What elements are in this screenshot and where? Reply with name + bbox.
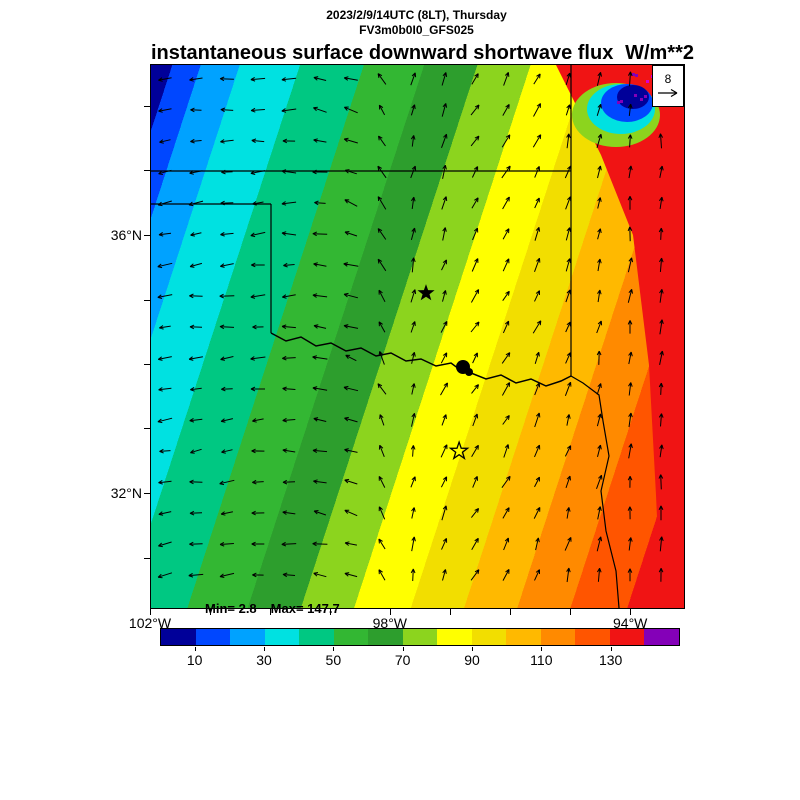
colorbar-segment bbox=[540, 629, 576, 645]
colorbar-tick-label: 10 bbox=[186, 652, 203, 668]
minmax-stats: Min= 2.8 Max= 147.7 bbox=[205, 601, 354, 616]
lake-texoma-lobe bbox=[465, 368, 473, 376]
lon-tick bbox=[210, 609, 212, 615]
valid-time-line: 2023/2/9/14UTC (8LT), Thursday bbox=[326, 8, 507, 22]
lat-tick bbox=[144, 557, 150, 559]
colorbar-segment bbox=[402, 629, 438, 645]
lon-tick bbox=[450, 609, 452, 615]
colorbar-tick-label: 130 bbox=[598, 652, 623, 668]
max-stat: Max= 147.7 bbox=[270, 601, 340, 616]
lon-tick bbox=[330, 609, 332, 615]
colorbar-segment bbox=[471, 629, 507, 645]
lat-tick bbox=[144, 428, 150, 430]
colorbar-tick bbox=[610, 647, 612, 651]
purple-speckle bbox=[644, 95, 647, 98]
field-overlay bbox=[556, 65, 684, 608]
geography-layer bbox=[151, 65, 620, 608]
colorbar-tick bbox=[402, 647, 404, 651]
colorbar-tick-label: 50 bbox=[325, 652, 342, 668]
reference-vector-box: 8 bbox=[652, 65, 684, 107]
lon-tick bbox=[269, 609, 271, 615]
wind-vector-layer bbox=[157, 71, 664, 583]
map-plot: 8 bbox=[150, 64, 685, 609]
lon-tick bbox=[389, 609, 391, 615]
lon-tick bbox=[630, 609, 632, 615]
plot-title: instantaneous surface downward shortwave… bbox=[151, 42, 614, 64]
colorbar-segment bbox=[437, 629, 472, 645]
lat-tick bbox=[144, 170, 150, 172]
cloud-patch-navy bbox=[617, 85, 649, 109]
colorbar-segment bbox=[264, 629, 300, 645]
colorbar-segment bbox=[333, 629, 369, 645]
state-border-texas-east bbox=[570, 375, 620, 608]
colorbar bbox=[160, 628, 680, 646]
colorbar-segment bbox=[368, 629, 403, 645]
min-stat: Min= 2.8 bbox=[205, 601, 257, 616]
reference-vector-arrow-icon bbox=[658, 88, 678, 98]
red-flux-wedge bbox=[556, 65, 684, 608]
lon-axis-label: 102°W bbox=[128, 615, 172, 631]
lon-tick bbox=[509, 609, 511, 615]
colorbar-tick-label: 110 bbox=[530, 652, 553, 668]
colorbar-segment bbox=[195, 629, 231, 645]
purple-speckle bbox=[620, 100, 623, 103]
station-star-open bbox=[448, 440, 470, 461]
purple-speckle bbox=[632, 73, 635, 76]
field-fill bbox=[151, 65, 684, 608]
colorbar-tick bbox=[472, 647, 473, 651]
colorbar-segment bbox=[575, 629, 610, 645]
lon-tick bbox=[570, 609, 571, 615]
wind-arrows bbox=[157, 71, 664, 583]
lat-axis-label: 32°N bbox=[110, 484, 142, 501]
lat-tick bbox=[144, 492, 150, 494]
red-river-boundary bbox=[270, 332, 572, 387]
purple-speckle bbox=[617, 101, 620, 104]
reference-vector-value: 8 bbox=[664, 72, 672, 86]
colorbar-tick-label: 90 bbox=[464, 652, 480, 668]
colorbar-tick bbox=[194, 647, 196, 651]
colorbar-segment bbox=[506, 629, 541, 645]
purple-speckle bbox=[646, 80, 649, 83]
lon-axis-label: 98°W bbox=[372, 615, 408, 631]
purple-speckle bbox=[640, 98, 643, 101]
lat-tick bbox=[144, 299, 150, 301]
purple-speckle bbox=[634, 94, 637, 97]
colorbar-segment bbox=[299, 629, 334, 645]
station-star-filled bbox=[417, 284, 435, 301]
model-run-line: FV3m0b0I0_GFS025 bbox=[359, 23, 474, 37]
colorbar-segment bbox=[161, 629, 196, 645]
colorbar-segment bbox=[230, 629, 265, 645]
colorbar-segment bbox=[644, 629, 679, 645]
colorbar-tick-label: 70 bbox=[394, 652, 411, 668]
lon-tick bbox=[150, 609, 151, 615]
lon-axis-label: 94°W bbox=[613, 615, 648, 631]
lat-tick bbox=[144, 235, 150, 237]
colorbar-tick bbox=[264, 647, 265, 651]
colorbar-tick bbox=[541, 647, 543, 651]
units-label: W/m**2 bbox=[625, 42, 694, 64]
lat-axis-label: 36°N bbox=[110, 227, 142, 244]
lat-tick bbox=[144, 105, 150, 107]
colorbar-tick bbox=[333, 647, 335, 651]
colorbar-ticks: 10 30 50 70 90 110 130 bbox=[160, 647, 680, 671]
colorbar-tick-label: 30 bbox=[256, 652, 272, 668]
purple-speckle bbox=[635, 74, 638, 77]
colorbar-segment bbox=[609, 629, 645, 645]
lat-tick bbox=[144, 363, 150, 365]
